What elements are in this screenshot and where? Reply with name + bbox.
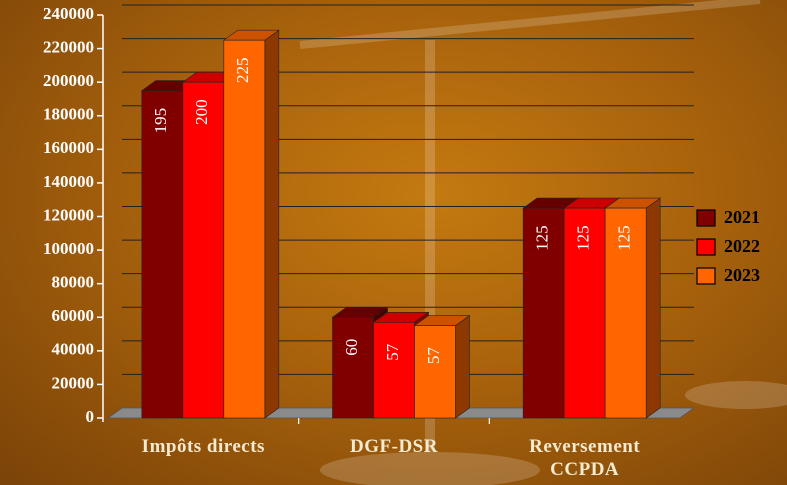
y-tick-label: 60000	[52, 306, 95, 325]
slide: 0 20000 40000 60000 80000 100000 120000 140000 1…	[0, 0, 787, 485]
value-label: 60	[342, 339, 361, 356]
legend-label: 2021	[724, 207, 760, 227]
bar	[224, 40, 265, 418]
value-label: 225	[233, 57, 252, 83]
y-tick-label: 220000	[43, 37, 94, 56]
y-tick-label: 120000	[43, 205, 94, 224]
bar-side	[265, 30, 279, 418]
y-tick-label: 100000	[43, 239, 94, 258]
legend-swatch	[697, 268, 715, 284]
legend-label: 2023	[724, 265, 760, 285]
x-tick-label: Impôts directs	[140, 435, 266, 458]
value-label: 195	[151, 108, 170, 134]
value-label: 125	[615, 225, 634, 251]
chart: 0 20000 40000 60000 80000 100000 120000 140000 1…	[0, 0, 787, 485]
bar-side	[646, 198, 660, 418]
value-label: 125	[533, 225, 552, 251]
x-tick-label: Reversement CCPDA	[522, 435, 648, 481]
y-tick-label: 80000	[52, 273, 95, 292]
y-tick-label: 160000	[43, 138, 94, 157]
y-tick-label: 200000	[43, 71, 94, 90]
bar-side	[456, 316, 470, 418]
y-tick-label: 0	[86, 407, 95, 426]
bar	[142, 91, 183, 418]
value-label: 125	[574, 225, 593, 251]
value-label: 57	[383, 343, 402, 361]
x-tick-label: DGF-DSR	[331, 435, 457, 458]
y-tick-label: 180000	[43, 105, 94, 124]
value-label: 57	[424, 347, 443, 365]
legend-swatch	[697, 210, 715, 226]
y-tick-label: 20000	[52, 373, 95, 392]
bar	[415, 326, 456, 418]
value-label: 200	[192, 99, 211, 125]
y-tick-label: 140000	[43, 172, 94, 191]
legend-label: 2022	[724, 236, 760, 256]
y-tick-label: 40000	[52, 340, 95, 359]
bar	[333, 317, 374, 418]
y-tick-label: 240000	[43, 4, 94, 23]
legend-swatch	[697, 239, 715, 255]
bar	[374, 322, 415, 418]
bar	[183, 82, 224, 418]
